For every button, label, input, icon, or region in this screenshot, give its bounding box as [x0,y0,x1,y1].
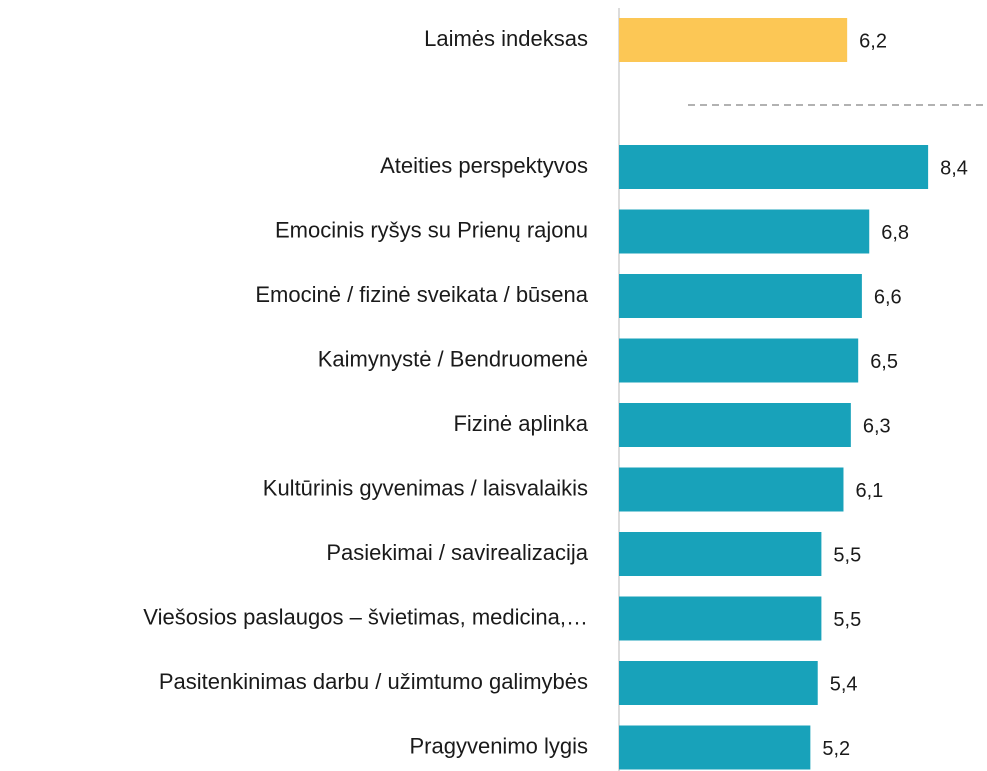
value-label: 5,5 [833,609,861,631]
value-label: 6,5 [870,351,898,373]
category-label: Pasiekimai / savirealizacija [326,540,588,565]
bar [619,18,848,62]
bar [619,274,862,318]
bar [619,725,811,770]
value-label: 8,4 [940,157,968,179]
category-label: Kaimynystė / Bendruomenė [318,346,588,371]
category-label: Kultūrinis gyvenimas / laisvalaikis [263,475,588,500]
value-label: 6,8 [881,222,909,244]
value-label: 5,2 [822,738,850,760]
category-label: Emocinis ryšys su Prienų rajonu [275,217,588,242]
value-label: 5,4 [830,673,858,695]
bar [619,532,822,576]
category-label: Laimės indeksas [424,26,588,51]
value-label: 6,1 [855,480,883,502]
category-label: Ateities perspektyvos [380,153,588,178]
category-label: Fizinė aplinka [453,411,588,436]
value-label: 6,6 [874,286,902,308]
bar [619,596,822,641]
value-label: 5,5 [833,544,861,566]
category-label: Viešosios paslaugos – švietimas, medicin… [143,604,588,629]
bar [619,661,818,705]
bar [619,338,859,383]
bar [619,467,844,512]
category-label: Emocinė / fizinė sveikata / būsena [255,282,588,307]
category-label: Pragyvenimo lygis [409,733,588,758]
bar [619,209,870,254]
value-label: 6,3 [863,415,891,437]
value-label: 6,2 [859,30,887,52]
bar [619,145,929,189]
category-label: Pasitenkinimas darbu / užimtumo galimybė… [159,669,588,694]
bar [619,403,851,447]
